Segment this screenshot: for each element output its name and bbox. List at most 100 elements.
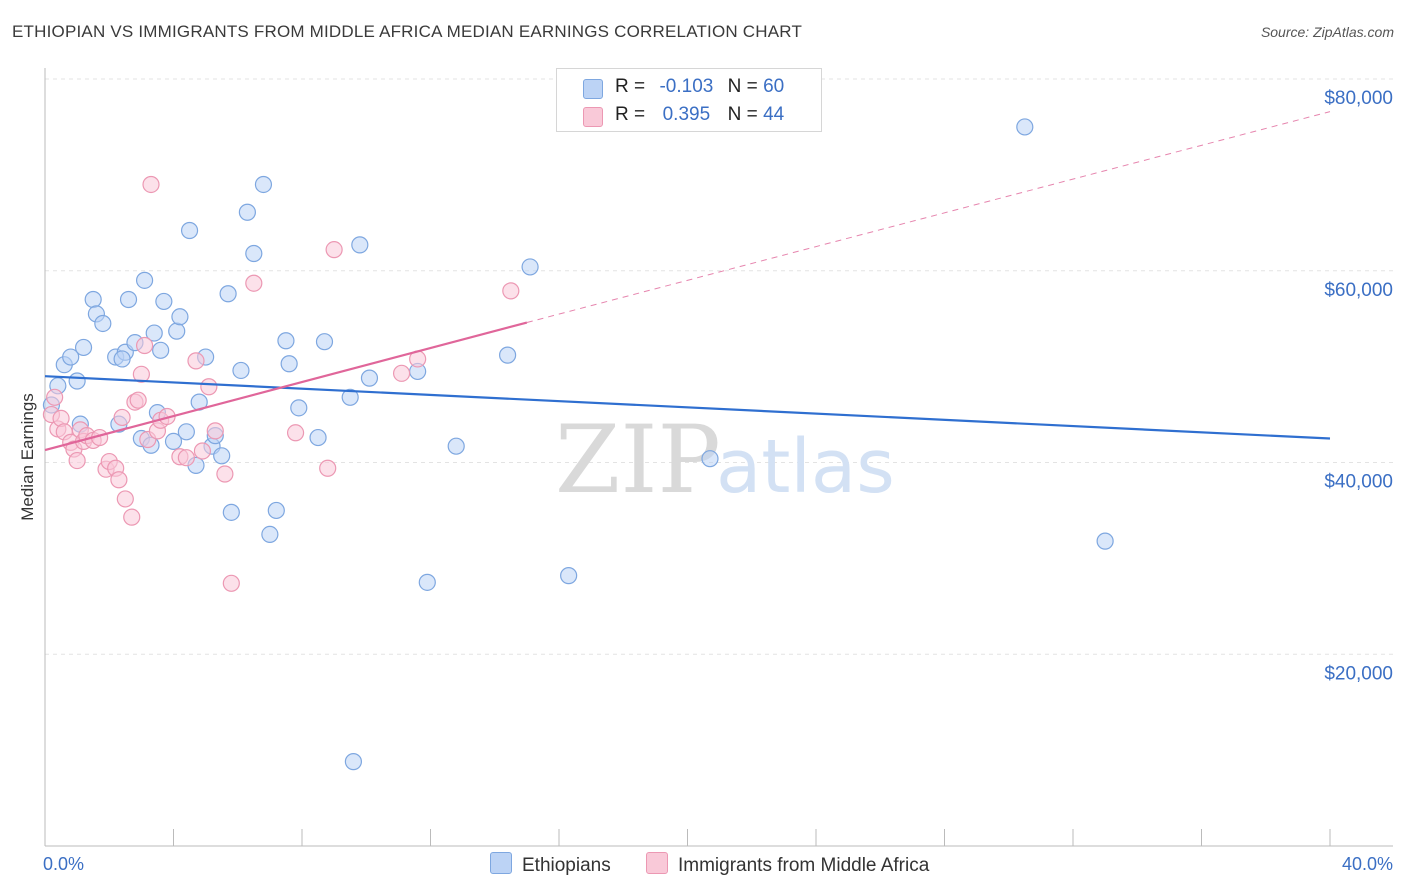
trend-line-extension-middle-africa	[526, 111, 1331, 324]
watermark-zip: ZIP	[555, 406, 721, 515]
point-ethiopians	[560, 567, 578, 585]
x-ticks	[44, 829, 1331, 846]
point-middle-africa	[216, 465, 234, 483]
legend-label-middle-africa: Immigrants from Middle Africa	[678, 855, 930, 876]
point-ethiopians	[277, 332, 295, 350]
point-middle-africa	[46, 388, 64, 406]
point-ethiopians	[315, 333, 334, 351]
point-ethiopians	[341, 388, 359, 406]
point-ethiopians	[145, 324, 163, 342]
source-credit: Source: ZipAtlas.com	[1260, 24, 1394, 40]
point-ethiopians	[280, 355, 298, 373]
trend-line-ethiopians	[44, 375, 1331, 440]
legend-swatch-ethiopians	[583, 79, 603, 99]
x-tick-label-min: 0.0%	[43, 854, 84, 874]
point-ethiopians	[238, 203, 256, 221]
point-ethiopians	[1016, 118, 1034, 136]
point-ethiopians	[418, 573, 436, 591]
y-tick-label: $80,000	[1324, 88, 1393, 109]
point-middle-africa	[129, 391, 147, 409]
point-ethiopians	[222, 503, 240, 521]
point-middle-africa	[68, 451, 86, 470]
legend-r-value: -0.103	[659, 76, 714, 97]
point-ethiopians	[177, 423, 195, 441]
legend-n-label: N =	[727, 76, 758, 97]
point-middle-africa	[286, 424, 305, 442]
watermark: ZIP atlas	[555, 406, 895, 515]
point-ethiopians	[180, 221, 199, 240]
point-ethiopians	[171, 308, 189, 326]
point-ethiopians	[360, 369, 379, 387]
point-ethiopians	[267, 501, 285, 520]
point-middle-africa	[502, 282, 520, 300]
point-middle-africa	[245, 274, 263, 292]
point-ethiopians	[309, 428, 327, 447]
point-middle-africa	[319, 459, 337, 477]
point-ethiopians	[219, 285, 237, 303]
point-ethiopians	[351, 236, 369, 254]
y-tick-labels: $20,000 $40,000 $60,000 $80,000	[1324, 88, 1393, 684]
point-middle-africa	[116, 490, 134, 508]
point-ethiopians	[1096, 532, 1114, 550]
point-ethiopians	[521, 258, 539, 276]
watermark-atlas: atlas	[716, 424, 895, 510]
y-tick-label: $20,000	[1324, 663, 1393, 684]
legend-n-value: 44	[763, 104, 785, 125]
point-ethiopians	[135, 271, 154, 289]
point-middle-africa	[193, 442, 212, 460]
point-ethiopians	[245, 244, 263, 263]
chart-title: ETHIOPIAN VS IMMIGRANTS FROM MIDDLE AFRI…	[12, 22, 803, 41]
legend-n-value: 60	[763, 76, 785, 97]
point-ethiopians	[74, 338, 93, 357]
point-ethiopians	[155, 292, 173, 311]
point-middle-africa	[392, 364, 411, 382]
y-tick-label: $60,000	[1324, 280, 1393, 301]
point-ethiopians	[84, 290, 102, 309]
point-middle-africa	[123, 508, 141, 526]
x-tick-label-max: 40.0%	[1342, 854, 1393, 874]
trend-line-middle-africa	[44, 321, 528, 452]
point-ethiopians	[499, 346, 517, 364]
legend-r-label: R =	[615, 104, 646, 125]
legend-swatch-ethiopians	[490, 852, 512, 874]
point-ethiopians	[290, 399, 308, 417]
point-middle-africa	[135, 336, 154, 355]
point-ethiopians	[62, 348, 80, 366]
point-middle-africa	[206, 422, 224, 440]
point-ethiopians	[94, 314, 112, 333]
axes	[44, 68, 1393, 847]
point-middle-africa	[142, 175, 160, 194]
legend-item-ethiopians[interactable]: Ethiopians	[490, 852, 611, 877]
point-middle-africa	[222, 574, 240, 592]
point-ethiopians	[164, 432, 183, 451]
legend-r-value: 0.395	[662, 104, 711, 125]
legend-swatch-middle-africa	[646, 852, 668, 874]
data-points	[42, 118, 1114, 771]
point-middle-africa	[177, 449, 195, 467]
legend-item-middle-africa[interactable]: Immigrants from Middle Africa	[646, 852, 929, 877]
point-middle-africa	[132, 365, 150, 383]
point-ethiopians	[68, 372, 86, 390]
legend-swatch-middle-africa	[583, 107, 603, 127]
point-ethiopians	[261, 525, 279, 544]
point-middle-africa	[113, 408, 131, 427]
point-ethiopians	[701, 450, 719, 468]
point-ethiopians	[113, 350, 131, 368]
point-middle-africa	[325, 241, 343, 259]
y-tick-label: $40,000	[1324, 472, 1393, 493]
legend-r-label: R =	[615, 76, 646, 97]
legend-n-label: N =	[727, 104, 758, 125]
legend-label-ethiopians: Ethiopians	[522, 855, 611, 876]
point-middle-africa	[200, 378, 218, 396]
point-middle-africa	[110, 471, 128, 489]
point-ethiopians	[119, 290, 138, 309]
point-ethiopians	[447, 437, 465, 455]
correlation-legend: R = -0.103 N = 60 R = 0.395 N = 44	[556, 68, 822, 132]
trend-lines	[44, 111, 1331, 452]
point-ethiopians	[152, 341, 170, 359]
point-middle-africa	[187, 352, 205, 370]
series-legend: Ethiopians Immigrants from Middle Africa	[0, 850, 1406, 880]
point-ethiopians	[232, 361, 250, 380]
y-axis-label: Median Earnings	[18, 393, 37, 521]
